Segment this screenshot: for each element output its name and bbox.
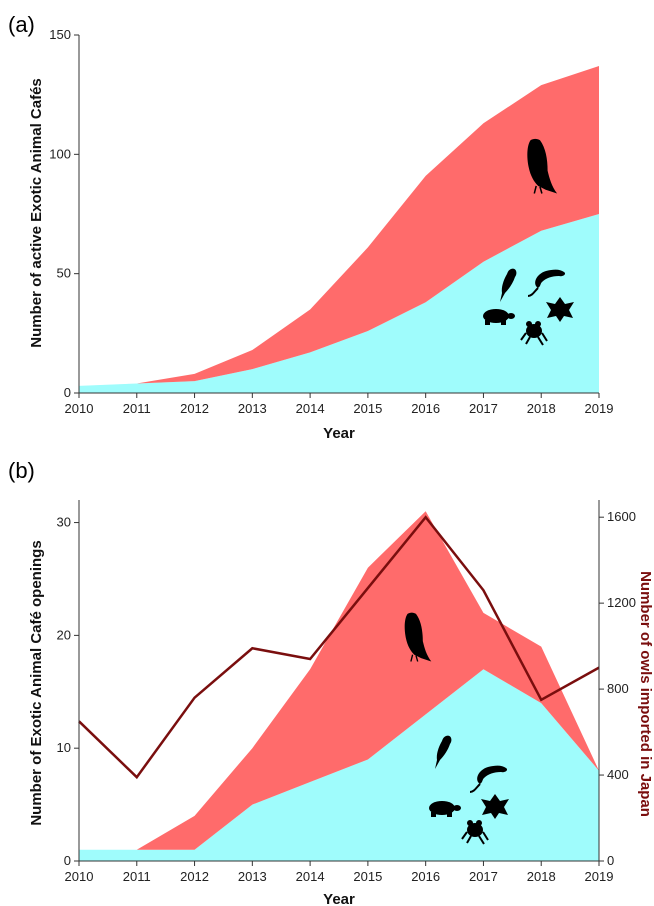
turtle-icon bbox=[429, 801, 461, 817]
panel-a: (a) 0 50 100 150 2010 2011 2012 2013 2014 2015 201… bbox=[8, 12, 613, 442]
y-tick-label: 20 bbox=[57, 627, 71, 642]
x-tick-label: 2010 bbox=[65, 401, 94, 416]
x-tick-label: 2014 bbox=[296, 869, 325, 884]
x-tick-label: 2012 bbox=[180, 401, 209, 416]
sugar-glider-icon bbox=[481, 794, 509, 819]
panel-b-x-axis-title: Year bbox=[323, 891, 355, 906]
y-tick-label: 10 bbox=[57, 740, 71, 755]
panel-a-label: (a) bbox=[8, 12, 35, 37]
y2-tick-label: 400 bbox=[607, 767, 629, 782]
area-series-2 bbox=[79, 511, 599, 850]
area-series-1 bbox=[79, 669, 599, 861]
area-series-1 bbox=[79, 214, 599, 393]
owl-icon bbox=[404, 612, 432, 662]
x-tick-label: 2018 bbox=[527, 869, 556, 884]
panel-b-y-axis-title: Number of Exotic Animal Café openings bbox=[28, 540, 45, 825]
x-tick-label: 2018 bbox=[527, 401, 556, 416]
y-tick-label: 30 bbox=[57, 515, 71, 530]
x-tick-label: 2017 bbox=[469, 869, 498, 884]
x-tick-label: 2019 bbox=[585, 869, 614, 884]
panel-b-areas bbox=[79, 511, 599, 861]
y-tick-label: 100 bbox=[49, 146, 71, 161]
y2-tick-label: 1600 bbox=[607, 509, 636, 524]
panel-a-icons bbox=[483, 138, 574, 346]
parrot-icon bbox=[435, 735, 452, 769]
x-tick-label: 2011 bbox=[123, 869, 151, 884]
iguana-icon bbox=[469, 765, 508, 793]
panel-a-axes: 0 50 100 150 2010 2011 2012 2013 2014 2015 2016 201… bbox=[49, 27, 613, 416]
panel-a-areas bbox=[79, 66, 599, 393]
y2-tick-label: 1200 bbox=[607, 595, 636, 610]
panel-b: (b) 0 10 20 30 2010 2011 2012 2013 2014 2015 2016 2… bbox=[8, 458, 654, 906]
parrot-icon bbox=[500, 268, 517, 302]
x-tick-label: 2013 bbox=[238, 401, 267, 416]
x-tick-label: 2013 bbox=[238, 869, 267, 884]
y-tick-label: 0 bbox=[64, 853, 71, 868]
owl-icon bbox=[527, 138, 558, 194]
frog-icon bbox=[461, 820, 489, 845]
x-tick-label: 2010 bbox=[65, 869, 94, 884]
panel-b-line bbox=[78, 515, 600, 780]
x-tick-label: 2019 bbox=[585, 401, 614, 416]
owl-imports-line bbox=[78, 515, 600, 780]
panel-b-icons bbox=[404, 612, 509, 845]
y-tick-label: 50 bbox=[57, 266, 71, 281]
x-tick-label: 2016 bbox=[411, 401, 440, 416]
panel-a-x-axis-title: Year bbox=[323, 425, 355, 442]
panel-b-label: (b) bbox=[8, 458, 35, 483]
panel-b-y2-axis-title: Number of owls imported in Japan bbox=[637, 571, 654, 817]
panel-a-y-axis-title: Number of active Exotic Animal Cafés bbox=[28, 78, 45, 348]
x-tick-label: 2012 bbox=[180, 869, 209, 884]
x-tick-label: 2014 bbox=[296, 401, 325, 416]
sugar-glider-icon bbox=[546, 297, 574, 322]
x-tick-label: 2015 bbox=[353, 401, 382, 416]
x-tick-label: 2016 bbox=[411, 869, 440, 884]
y2-tick-label: 800 bbox=[607, 681, 629, 696]
y-tick-label: 0 bbox=[64, 385, 71, 400]
y2-tick-label: 0 bbox=[607, 853, 614, 868]
area-series-2 bbox=[79, 66, 599, 386]
x-tick-label: 2015 bbox=[353, 869, 382, 884]
frog-icon bbox=[520, 321, 548, 346]
x-tick-label: 2011 bbox=[123, 401, 151, 416]
panel-b-axes: 0 10 20 30 2010 2011 2012 2013 2014 2015 2016 2017 2… bbox=[57, 500, 636, 884]
y-tick-label: 150 bbox=[49, 27, 71, 42]
x-tick-label: 2017 bbox=[469, 401, 498, 416]
iguana-icon bbox=[527, 269, 566, 297]
turtle-icon bbox=[483, 309, 515, 325]
